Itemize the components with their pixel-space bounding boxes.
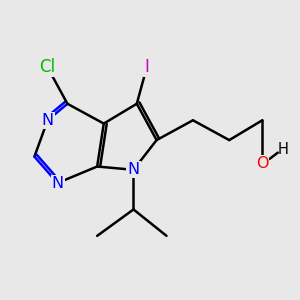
Text: N: N	[52, 176, 64, 190]
Text: N: N	[42, 113, 54, 128]
Text: H: H	[277, 142, 288, 158]
Text: N: N	[128, 162, 140, 177]
Text: I: I	[144, 58, 149, 76]
Text: Cl: Cl	[40, 58, 56, 76]
Text: O: O	[256, 156, 268, 171]
